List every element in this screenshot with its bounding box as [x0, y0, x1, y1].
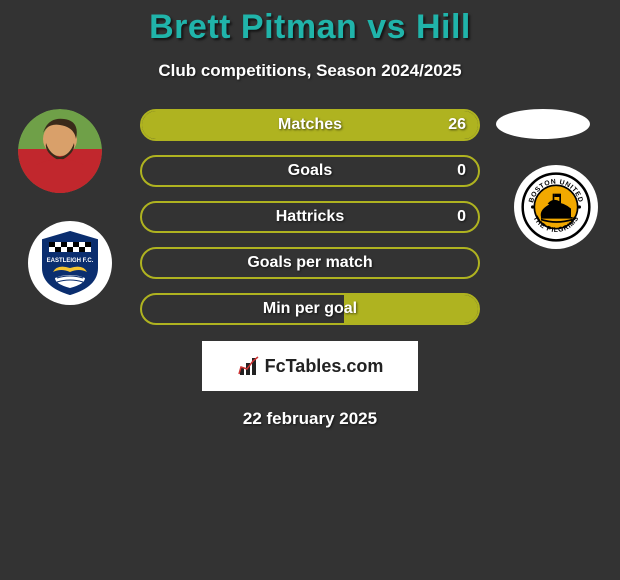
stat-label: Matches [278, 116, 342, 134]
stat-bar-hattricks: Hattricks 0 [140, 201, 480, 233]
club-left-badge: EASTLEIGH F.C. [28, 221, 112, 305]
stat-bar-min-per-goal: Min per goal [140, 293, 480, 325]
stat-value-right: 0 [457, 208, 466, 226]
stats-bars: Matches 26 Goals 0 Hattricks 0 Goals per… [140, 109, 480, 325]
stat-value-right: 0 [457, 162, 466, 180]
player-left-avatar [18, 109, 102, 193]
date-text: 22 february 2025 [0, 409, 620, 429]
club-right-badge: BOSTON UNITED THE PILGRIMS [514, 165, 598, 249]
player-photo-icon [18, 109, 102, 193]
stat-value-right: 26 [448, 116, 466, 134]
footer-brand-text: FcTables.com [265, 356, 384, 377]
svg-text:EASTLEIGH F.C.: EASTLEIGH F.C. [47, 258, 94, 264]
eastleigh-crest-icon: EASTLEIGH F.C. [35, 228, 105, 298]
stat-label: Hattricks [276, 208, 344, 226]
page-title: Brett Pitman vs Hill [0, 0, 620, 47]
stat-bar-goals: Goals 0 [140, 155, 480, 187]
subtitle: Club competitions, Season 2024/2025 [0, 61, 620, 81]
comparison-area: EASTLEIGH F.C. BOSTON UNITED THE PILGRIM… [0, 109, 620, 429]
stat-bar-goals-per-match: Goals per match [140, 247, 480, 279]
player-right-avatar [496, 109, 590, 139]
footer-brand-badge[interactable]: FcTables.com [202, 341, 418, 391]
boston-united-crest-icon: BOSTON UNITED THE PILGRIMS [521, 172, 591, 242]
stat-label: Min per goal [263, 300, 357, 318]
stat-label: Goals per match [247, 254, 372, 272]
stat-bar-matches: Matches 26 [140, 109, 480, 141]
bar-chart-icon [237, 354, 261, 378]
stat-fill [344, 295, 478, 323]
stat-label: Goals [288, 162, 332, 180]
